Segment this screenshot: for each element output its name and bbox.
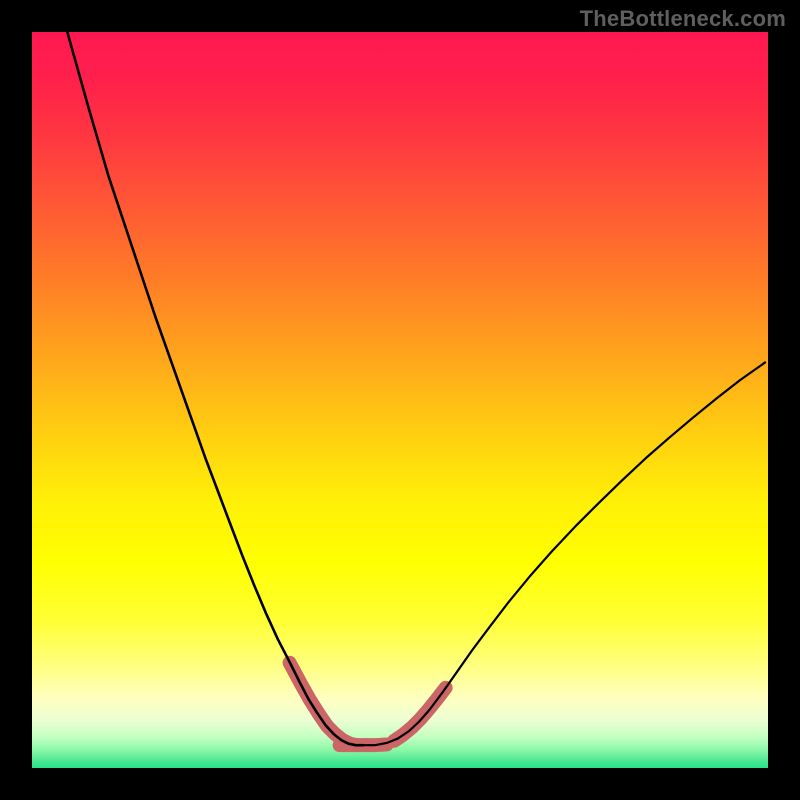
gradient-background — [32, 32, 768, 768]
plot-area — [32, 32, 768, 768]
chart-frame: TheBottleneck.com — [0, 0, 800, 800]
watermark-text: TheBottleneck.com — [580, 6, 786, 32]
plot-svg — [32, 32, 768, 768]
